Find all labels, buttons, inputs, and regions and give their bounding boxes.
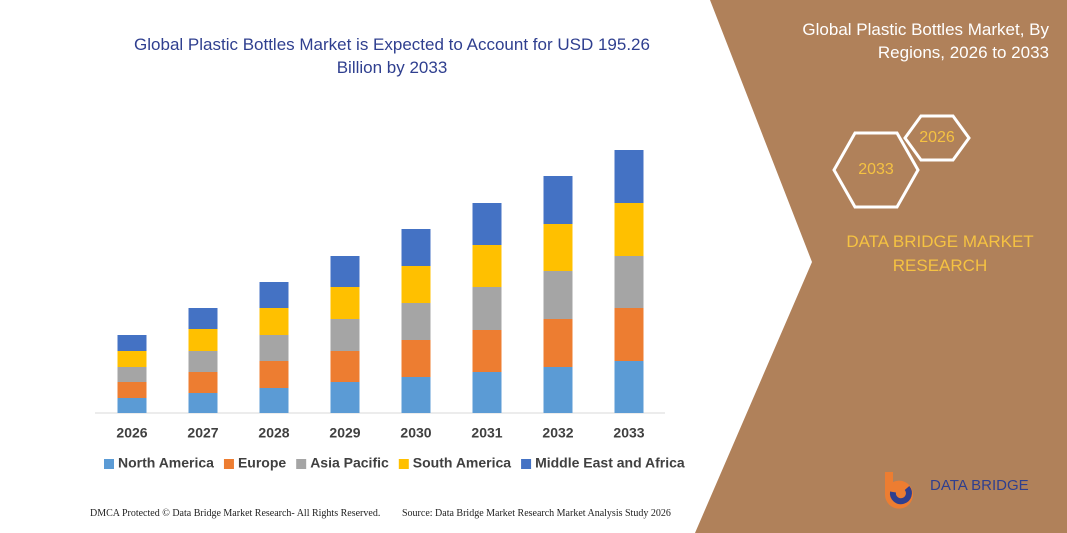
bar-segment [401, 340, 431, 377]
brand-text: DATA BRIDGE MARKET RESEARCH [846, 232, 1034, 275]
bar-segment [614, 361, 644, 413]
side-title: Global Plastic Bottles Market, By Region… [802, 20, 1049, 62]
x-tick-label: 2033 [613, 425, 644, 441]
x-tick-label: 2026 [116, 425, 147, 441]
bar-segment [543, 319, 573, 367]
bar-segment [330, 256, 360, 287]
bar-segment [117, 382, 147, 398]
bar-segment [543, 176, 573, 224]
bar-segment [259, 335, 289, 361]
bar-segment [472, 203, 502, 245]
bar-segment [472, 372, 502, 413]
bar-segment [117, 398, 147, 413]
legend-label: North America [118, 455, 214, 471]
legend-label: Middle East and Africa [535, 455, 685, 471]
bar-segment [188, 308, 218, 329]
hex-label: 2033 [858, 161, 894, 178]
bar-segment [188, 351, 218, 372]
bar-segment [330, 287, 360, 319]
bar-segment [543, 271, 573, 319]
bar-segment [117, 351, 147, 367]
bar-segment [188, 372, 218, 393]
bar-segment [401, 303, 431, 340]
bar-segment [614, 256, 644, 308]
x-tick-label: 2027 [187, 425, 218, 441]
footer-right: Source: Data Bridge Market Research Mark… [402, 508, 671, 519]
bar-segment [472, 245, 502, 287]
legend-swatch [223, 459, 234, 469]
side-panel-bg [695, 0, 1067, 533]
bar-segment [259, 308, 289, 335]
logo-text: DATA BRIDGE [930, 477, 1029, 494]
hexagon [903, 114, 971, 162]
legend-label: Europe [238, 455, 286, 471]
bar-segment [472, 287, 502, 330]
legend-swatch [104, 459, 114, 469]
hexagon [832, 131, 920, 209]
legend-swatch [521, 459, 532, 469]
bar-segment [543, 367, 573, 413]
footer-left: DMCA Protected © Data Bridge Market Rese… [90, 508, 381, 519]
bar-segment [330, 351, 360, 382]
bar-segment [259, 282, 289, 308]
bar-segment [614, 203, 644, 256]
bar-segment [614, 150, 644, 203]
bar-segment [259, 388, 289, 413]
chart-title: Global Plastic Bottles Market is Expecte… [134, 35, 650, 77]
legend-label: Asia Pacific [310, 455, 389, 471]
x-tick-label: 2030 [400, 425, 431, 441]
bar-segment [330, 382, 360, 413]
bar-segment [330, 319, 360, 351]
bar-segment [543, 224, 573, 271]
x-tick-label: 2032 [542, 425, 573, 441]
bar-segment [472, 330, 502, 372]
bar-segment [188, 329, 218, 351]
legend-swatch [296, 459, 307, 469]
legend-swatch [398, 459, 409, 469]
bar-segment [117, 367, 147, 382]
bar-segment [117, 335, 147, 351]
bar-segment [401, 266, 431, 303]
bar-segment [614, 308, 644, 361]
x-tick-label: 2028 [258, 425, 289, 441]
bar-segment [188, 393, 218, 413]
legend-label: South America [413, 455, 511, 471]
x-tick-label: 2029 [329, 425, 360, 441]
hex-label: 2026 [919, 129, 955, 146]
logo-icon [889, 486, 912, 505]
bar-segment [259, 361, 289, 388]
bar-segment [401, 377, 431, 413]
x-tick-label: 2031 [471, 425, 502, 441]
bar-segment [401, 229, 431, 266]
